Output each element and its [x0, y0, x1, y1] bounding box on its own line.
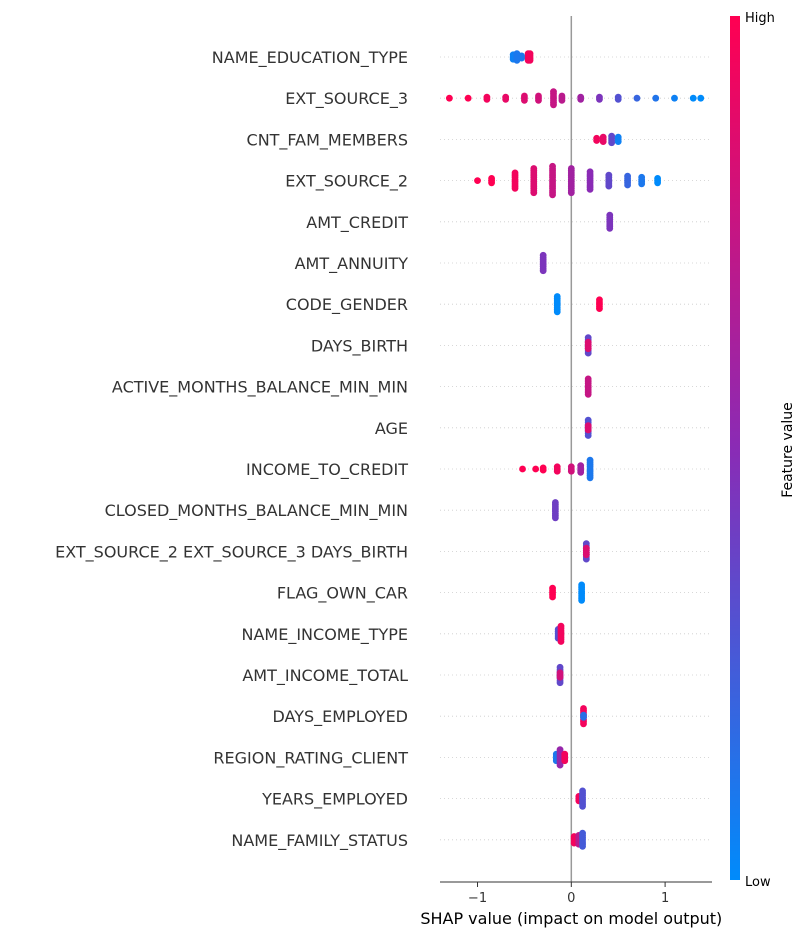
shap-point — [474, 177, 481, 185]
shap-point — [608, 139, 616, 147]
feature-label: AMT_ANNUITY — [295, 254, 409, 274]
shap-point — [671, 94, 678, 102]
shap-point — [577, 95, 585, 103]
shap-point — [530, 189, 538, 197]
shap-point — [488, 179, 495, 187]
x-tick-label: 1 — [661, 891, 669, 906]
shap-point — [558, 97, 566, 104]
shap-point — [624, 181, 631, 189]
x-axis-ticks: −1 0 1 — [468, 882, 669, 906]
x-tick-label: −1 — [468, 891, 487, 906]
shap-point — [584, 390, 592, 398]
shap-point — [556, 761, 564, 769]
shap-point — [652, 94, 660, 102]
shap-point — [584, 426, 592, 434]
shap-point — [579, 802, 586, 810]
shap-point — [567, 467, 575, 475]
feature-label: NAME_FAMILY_STATUS — [231, 831, 408, 851]
shap-point — [532, 465, 540, 473]
shap-point — [521, 97, 528, 104]
shap-point — [549, 191, 556, 199]
feature-label: CODE_GENDER — [286, 295, 408, 315]
shap-point — [638, 180, 646, 188]
colorbar-high-label: High — [745, 11, 775, 26]
feature-labels: NAME_EDUCATION_TYPE EXT_SOURCE_3 CNT_FAM_M… — [55, 48, 408, 851]
shap-point — [582, 551, 590, 559]
shap-point — [556, 673, 564, 681]
row-guides — [440, 56, 712, 841]
shap-point — [689, 94, 697, 102]
shap-point — [654, 179, 661, 187]
shap-point — [502, 95, 510, 103]
feature-label: REGION_RATING_CLIENT — [213, 748, 408, 768]
shap-point — [586, 186, 594, 193]
shap-point — [553, 467, 561, 475]
shap-point — [578, 596, 586, 604]
shap-point — [596, 305, 603, 312]
feature-label: DAYS_EMPLOYED — [273, 707, 409, 727]
shap-point — [614, 138, 622, 146]
shap-point — [483, 95, 491, 103]
shap-point — [605, 182, 613, 190]
shap-point — [557, 638, 565, 645]
shap-point — [584, 345, 592, 353]
shap-point — [556, 679, 564, 687]
feature-label: AGE — [375, 419, 408, 438]
shap-point — [550, 101, 557, 109]
x-tick-label: 0 — [567, 891, 575, 906]
shap-point — [697, 94, 705, 102]
shap-point — [580, 720, 587, 728]
shap-point — [586, 474, 594, 482]
feature-label: INCOME_TO_CREDIT — [246, 460, 408, 480]
shap-point — [539, 466, 547, 474]
feature-label: EXT_SOURCE_3 — [285, 89, 408, 109]
colorbar — [730, 16, 740, 880]
feature-label: DAYS_BIRTH — [311, 336, 408, 356]
shap-point — [551, 514, 559, 522]
shap-point — [579, 843, 586, 850]
shap-point — [584, 432, 592, 439]
shap-point — [580, 713, 587, 721]
x-axis-label: SHAP value (impact on model output) — [420, 909, 722, 928]
shap-point — [519, 465, 526, 473]
feature-label: CLOSED_MONTHS_BALANCE_MIN_MIN — [105, 501, 408, 521]
shap-point — [539, 267, 547, 275]
shap-point — [593, 137, 601, 144]
shap-point — [549, 593, 556, 601]
feature-label: AMT_CREDIT — [306, 213, 408, 233]
feature-label: CNT_FAM_MEMBERS — [247, 130, 408, 150]
feature-label: EXT_SOURCE_2 EXT_SOURCE_3 DAYS_BIRTH — [55, 542, 408, 562]
shap-point — [614, 95, 622, 103]
shap-point — [445, 94, 453, 102]
shap-point — [633, 94, 641, 102]
colorbar-title: Feature value — [780, 402, 796, 498]
shap-point — [567, 189, 575, 197]
feature-label: NAME_INCOME_TYPE — [242, 625, 409, 645]
shap-point — [518, 54, 525, 62]
feature-label: NAME_EDUCATION_TYPE — [212, 48, 408, 68]
shap-point — [561, 757, 569, 765]
feature-label: AMT_INCOME_TOTAL — [242, 666, 408, 686]
shap-point — [553, 308, 561, 316]
shap-point — [577, 468, 585, 476]
shap-point — [511, 184, 519, 192]
feature-label: ACTIVE_MONTHS_BALANCE_MIN_MIN — [112, 378, 408, 398]
feature-label: FLAG_OWN_CAR — [277, 584, 408, 604]
shap-point — [599, 138, 607, 146]
feature-label: EXT_SOURCE_2 — [285, 172, 408, 192]
feature-label: YEARS_EMPLOYED — [261, 790, 408, 810]
shap-point — [606, 225, 614, 232]
shap-point — [464, 94, 472, 102]
beeswarm-points — [445, 50, 705, 850]
shap-point — [596, 95, 603, 103]
colorbar-low-label: Low — [745, 875, 771, 890]
shap-point — [526, 56, 534, 64]
shap-point — [535, 97, 542, 104]
